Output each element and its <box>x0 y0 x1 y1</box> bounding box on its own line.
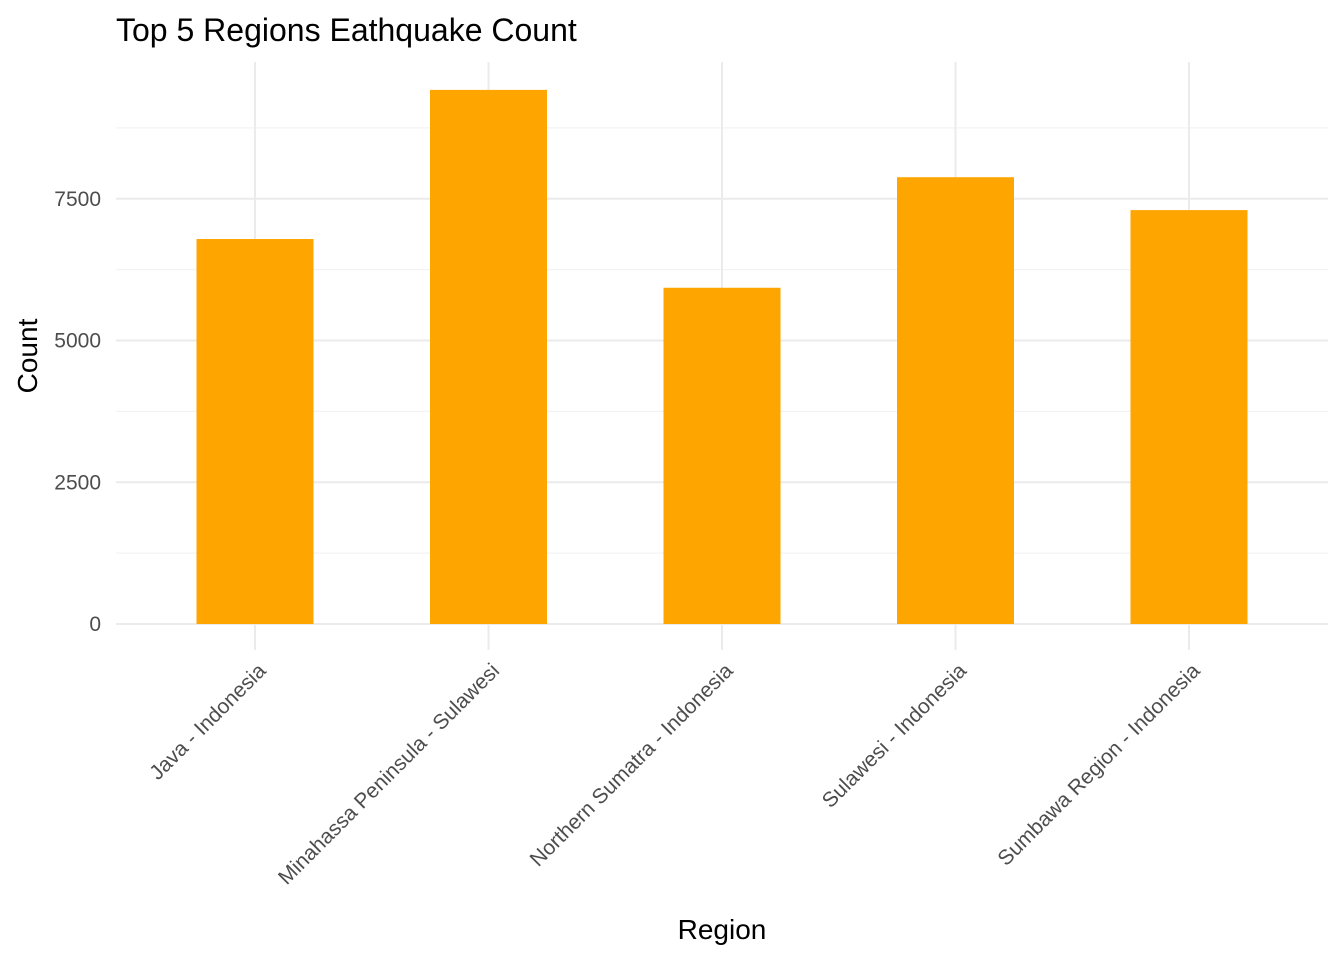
y-axis-ticks: 0 2500 5000 7500 <box>54 188 101 636</box>
bar <box>430 89 547 625</box>
y-tick-label: 2500 <box>54 471 101 494</box>
x-tick-label: Minahassa Peninsula - Sulawesi <box>274 659 504 889</box>
x-tick-label: Sumbawa Region - Indonesia <box>993 659 1204 870</box>
x-tick-label: Sulawesi - Indonesia <box>818 659 972 813</box>
y-axis-title: Count <box>12 318 43 393</box>
bar <box>196 239 314 624</box>
x-tick-label: Northern Sumatra - Indonesia <box>526 659 738 871</box>
x-axis-title: Region <box>678 914 767 945</box>
bar <box>1130 210 1248 624</box>
y-tick-label: 7500 <box>54 188 101 211</box>
bar <box>897 177 1014 625</box>
chart-title: Top 5 Regions Eathquake Count <box>116 12 577 48</box>
bar <box>663 287 781 624</box>
bars <box>196 89 1248 625</box>
y-tick-label: 5000 <box>54 330 101 353</box>
x-tick-label: Java - Indonesia <box>145 659 270 784</box>
x-axis-ticks: Java - Indonesia Minahassa Peninsula - Su… <box>145 659 1204 889</box>
y-tick-label: 0 <box>89 613 101 636</box>
